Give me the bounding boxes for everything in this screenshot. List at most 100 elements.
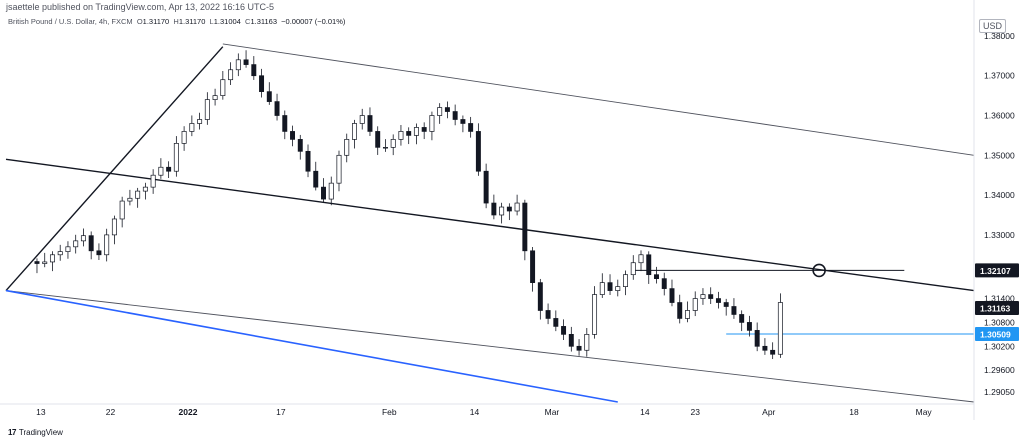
candle-body: [305, 150, 311, 172]
candle-body: [746, 322, 752, 331]
candle: [630, 255, 636, 280]
price-label-box: [975, 326, 1019, 341]
candle: [715, 291, 721, 309]
price-label-box: [975, 300, 1019, 315]
candle-body: [220, 79, 226, 96]
candle-body: [359, 115, 365, 124]
candle: [251, 56, 257, 80]
candle: [468, 116, 474, 138]
candle: [677, 294, 683, 324]
candle: [197, 112, 203, 130]
candle: [723, 298, 729, 316]
candle: [49, 251, 55, 272]
time-tick-label: 23: [690, 407, 700, 417]
candle-body: [49, 254, 55, 263]
candle-body: [274, 101, 280, 116]
price-axis-label: 1.31163: [975, 300, 1019, 315]
candle: [421, 122, 427, 140]
candle-body: [73, 240, 79, 248]
brand-name: TradingView: [18, 428, 63, 437]
candle: [692, 291, 698, 317]
candle-body: [475, 131, 481, 172]
candle: [150, 169, 156, 194]
time-tick-label: Feb: [382, 407, 397, 417]
candle-body: [321, 186, 326, 200]
candle: [73, 234, 79, 254]
candle: [460, 115, 466, 133]
candle-body: [104, 234, 110, 256]
candle: [259, 68, 265, 98]
time-tick-label: 2022: [179, 407, 198, 417]
trend-line: [5, 289, 618, 403]
legend-low: 1.31004: [213, 17, 241, 26]
candle-body: [522, 202, 528, 252]
price-label-text: 1.30509: [980, 329, 1011, 339]
time-tick-label: 17: [276, 407, 286, 417]
candle-body: [135, 190, 141, 199]
candle: [731, 298, 737, 319]
time-tick-label: 14: [640, 407, 650, 417]
candle: [615, 279, 621, 297]
candle-body: [777, 302, 783, 355]
candle: [305, 144, 311, 178]
candle-body: [142, 186, 148, 192]
candle: [243, 50, 249, 68]
price-tick-label: 1.29050: [984, 387, 1015, 397]
candle: [770, 342, 776, 360]
circle-marker: [812, 263, 826, 278]
candle: [584, 328, 590, 357]
candle: [599, 273, 605, 298]
candle: [491, 194, 497, 220]
candle-body: [692, 298, 698, 311]
candle: [499, 202, 505, 224]
candle-body: [336, 154, 342, 184]
currency-button[interactable]: USD: [978, 19, 1006, 33]
candle-body: [708, 294, 714, 299]
candle: [607, 274, 613, 295]
candle: [661, 272, 667, 296]
candle-body: [158, 166, 164, 176]
candle-body: [42, 261, 48, 264]
price-tick-label: 1.37000: [984, 71, 1015, 81]
candle: [336, 150, 342, 192]
candle: [127, 189, 133, 206]
candle: [282, 110, 288, 140]
candle-body: [290, 131, 296, 140]
legend-change: −0.00007 (−0.01%): [281, 17, 346, 26]
candle: [739, 310, 745, 332]
candle: [96, 243, 102, 261]
candle: [592, 286, 598, 339]
price-tick-label: 1.31400: [984, 294, 1015, 304]
candle: [235, 53, 241, 77]
candle: [359, 108, 365, 130]
candle: [212, 88, 218, 106]
tradingview-brand[interactable]: 17 TradingView: [8, 428, 63, 437]
legend-close: 1.31163: [250, 17, 277, 26]
trend-line: [5, 46, 224, 292]
candle: [506, 203, 512, 221]
price-tick-label: 1.35000: [984, 150, 1015, 160]
candle-body: [700, 294, 706, 299]
candle-body: [166, 166, 172, 172]
candle-body: [715, 298, 721, 303]
candle-body: [661, 278, 667, 289]
price-tick-label: 1.29600: [984, 365, 1015, 375]
candle-body: [150, 174, 156, 188]
time-tick-label: May: [916, 407, 933, 417]
candle-body: [437, 107, 443, 116]
candle-body: [228, 69, 234, 81]
candle-body: [754, 330, 760, 347]
candle-body: [599, 282, 605, 295]
candle: [754, 322, 760, 352]
candle-body: [537, 282, 543, 311]
price-tick-label: 1.33000: [984, 230, 1015, 240]
candle-body: [173, 143, 179, 172]
legend-close-label: C: [245, 17, 251, 26]
candle-body: [57, 251, 63, 256]
legend-low-label: L: [209, 17, 214, 26]
candle: [204, 92, 210, 125]
time-tick-label: 22: [106, 407, 116, 417]
candle: [266, 82, 272, 105]
candle-body: [251, 64, 257, 77]
